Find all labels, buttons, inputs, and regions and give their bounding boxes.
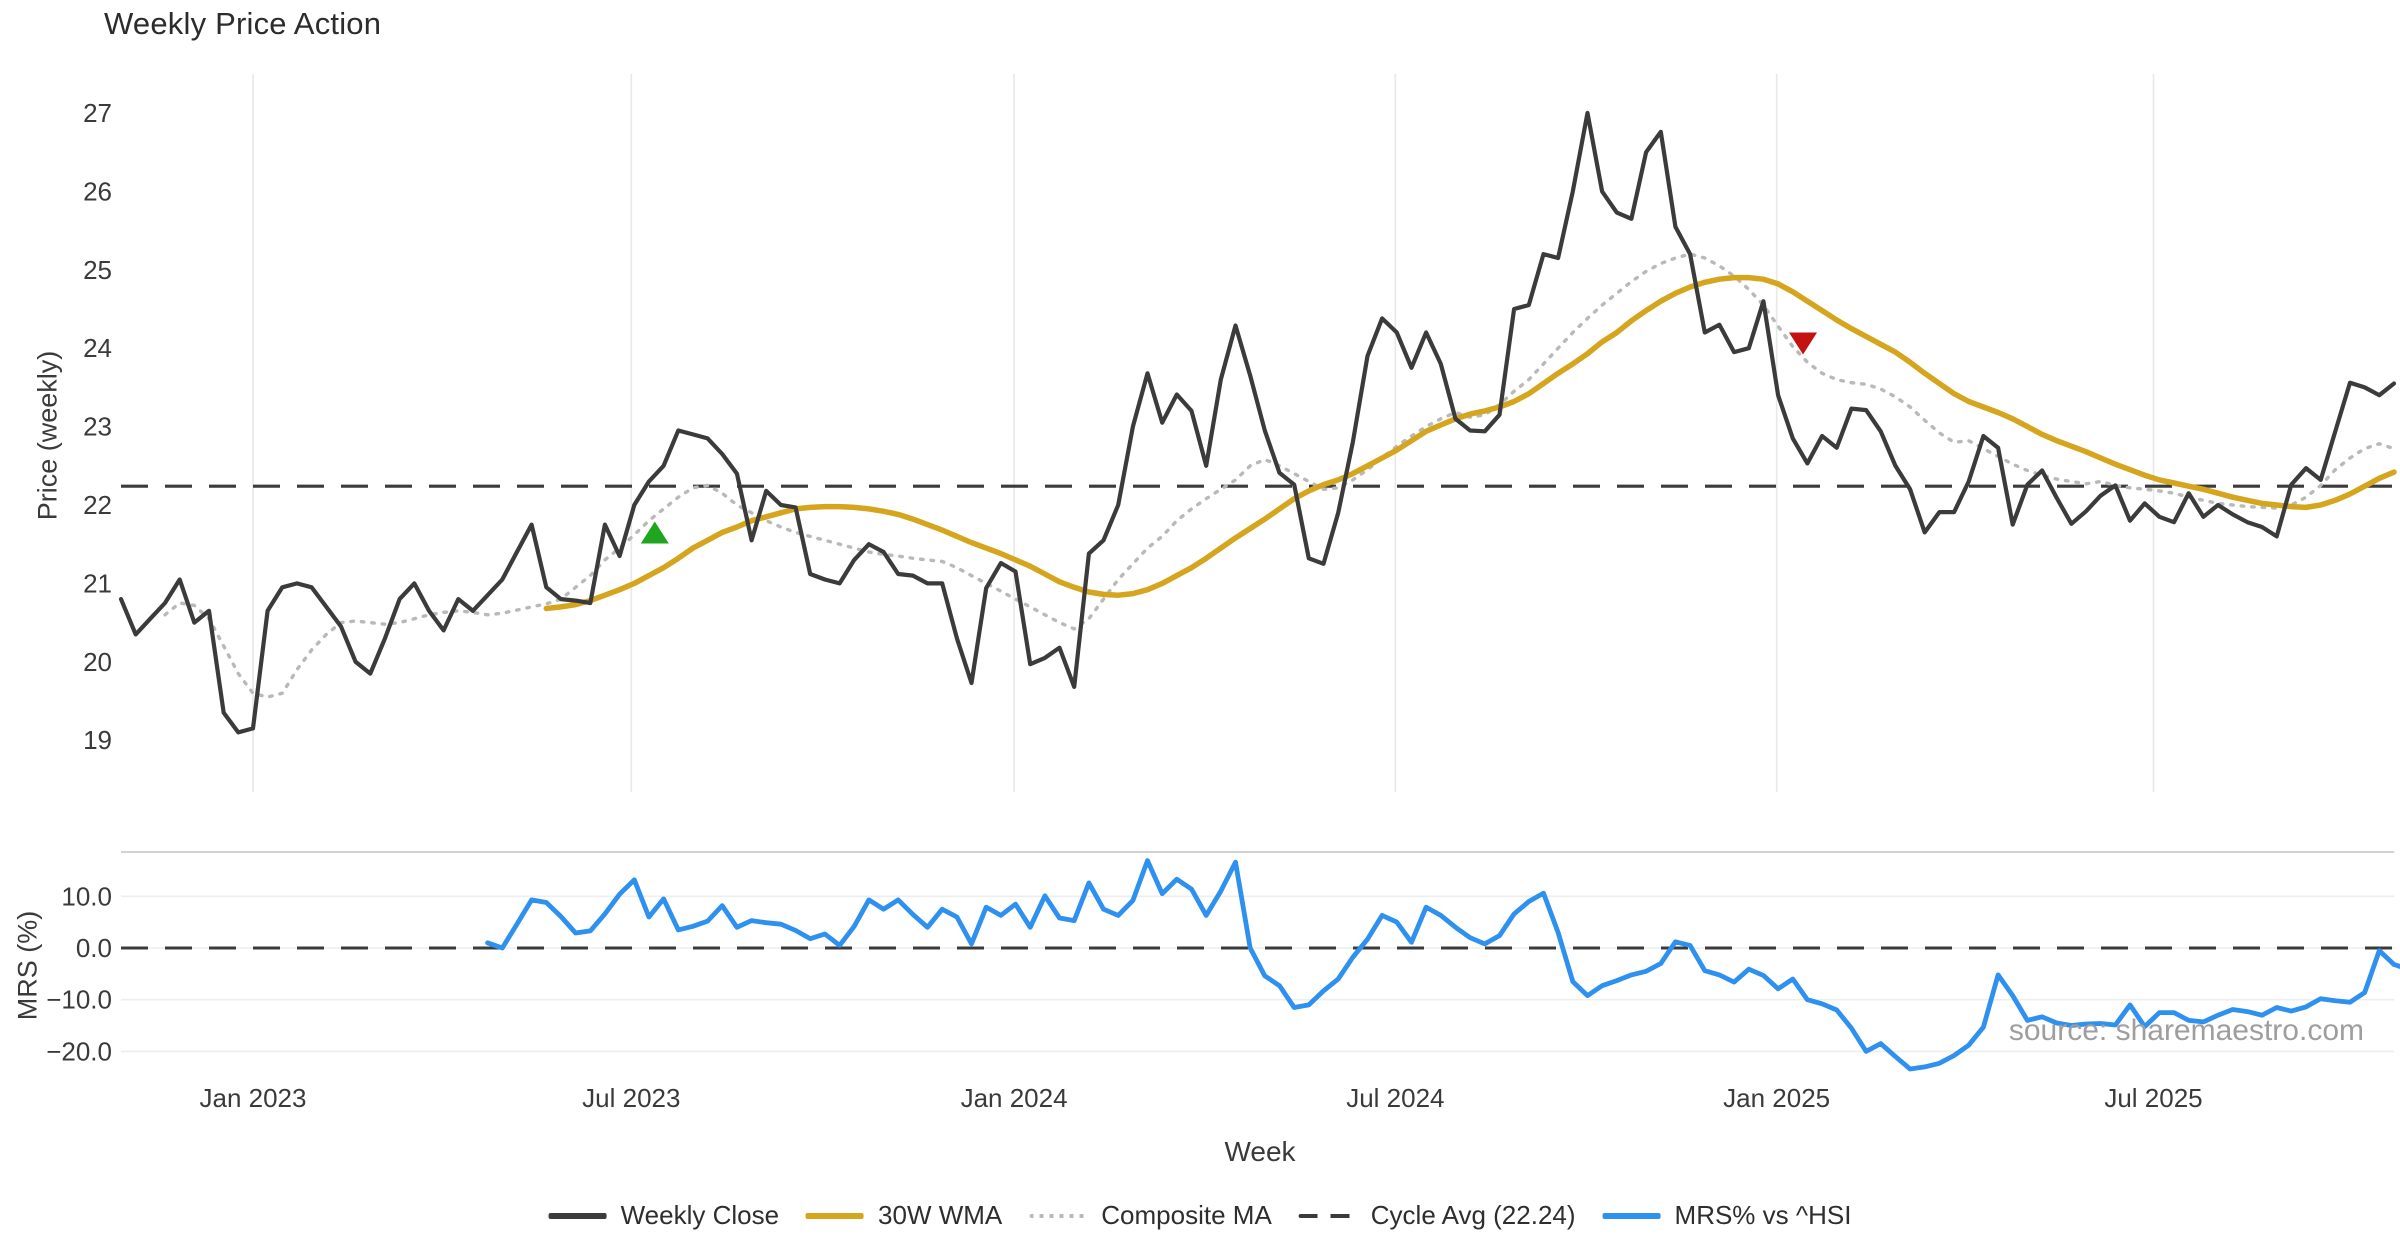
mrs-tick--10: −10.0 <box>46 985 112 1015</box>
dashed-line-swatch-icon <box>1298 1213 1357 1218</box>
legend-item-weekly-close: Weekly Close <box>548 1200 780 1231</box>
mrs-tick--20: −20.0 <box>46 1036 112 1066</box>
sell-down-triangle <box>1789 332 1818 355</box>
price-tick-27: 27 <box>83 98 112 128</box>
x-tick-Jul-2024: Jul 2024 <box>1346 1083 1444 1113</box>
legend-item-cycle-avg-22-24-: Cycle Avg (22.24) <box>1298 1200 1576 1231</box>
x-tick-Jan-2023: Jan 2023 <box>199 1083 306 1113</box>
x-axis-tick-labels: Jan 2023 Jul 2023 Jan 2024 Jul 2024 Jan 2025… <box>199 1083 2202 1113</box>
legend-label: Composite MA <box>1101 1200 1272 1230</box>
x-tick-Jul-2025: Jul 2025 <box>2104 1083 2202 1113</box>
source-watermark: source: sharemaestro.com <box>2008 1014 2364 1047</box>
price-tick-23: 23 <box>83 412 112 442</box>
x-axis-label: Week <box>1224 1136 1296 1167</box>
price-tick-19: 19 <box>83 725 112 755</box>
weekly-close-path <box>118 110 2397 735</box>
weekly-close-line <box>118 110 2397 735</box>
chart-legend: Weekly Close 30W WMA Composite MA Cycle Avg… <box>548 1200 1852 1231</box>
signal-markers <box>640 332 1818 544</box>
legend-item-mrs-vs-hsi: MRS% vs ^HSI <box>1602 1200 1852 1231</box>
x-tick-Jul-2023: Jul 2023 <box>582 1083 680 1113</box>
wma-30w-line <box>543 274 2397 612</box>
x-tick-Jan-2025: Jan 2025 <box>1723 1083 1830 1113</box>
price-tick-24: 24 <box>83 333 112 363</box>
legend-label: Weekly Close <box>620 1200 780 1230</box>
solid-line-swatch-icon <box>548 1212 607 1219</box>
price-tick-25: 25 <box>83 255 112 285</box>
legend-label: Cycle Avg (22.24) <box>1370 1200 1576 1230</box>
chart-title: Weekly Price Action <box>104 6 382 41</box>
price-axis-tick-labels: 27 26 25 24 23 22 21 20 19 <box>83 98 112 755</box>
mrs-tick-10: 10.0 <box>61 881 112 911</box>
price-tick-26: 26 <box>83 176 112 206</box>
composite-ma-path <box>163 252 2396 699</box>
vertical-gridlines <box>252 74 2155 792</box>
legend-label: 30W WMA <box>878 1200 1003 1230</box>
mrs-line <box>485 858 2400 1072</box>
price-tick-21: 21 <box>83 568 112 598</box>
price-tick-20: 20 <box>83 647 112 677</box>
mrs-vs-hsi-path <box>485 858 2400 1072</box>
legend-item-composite-ma: Composite MA <box>1029 1200 1272 1231</box>
x-tick-Jan-2024: Jan 2024 <box>961 1083 1068 1113</box>
mrs-axis-tick-labels: 10.0 0.0 −10.0 −20.0 <box>46 881 112 1066</box>
price-tick-22: 22 <box>83 490 112 520</box>
dotted-line-swatch-icon <box>1029 1213 1088 1218</box>
30w-wma-path <box>543 274 2397 612</box>
legend-label: MRS% vs ^HSI <box>1674 1200 1852 1230</box>
mrs-tick-0: 0.0 <box>76 933 112 963</box>
solid-line-swatch-icon <box>1602 1212 1661 1219</box>
legend-item-30w-wma: 30W WMA <box>806 1200 1002 1231</box>
composite-ma-line <box>163 252 2396 699</box>
solid-line-swatch-icon <box>806 1212 865 1219</box>
buy-up-triangle <box>640 521 669 544</box>
